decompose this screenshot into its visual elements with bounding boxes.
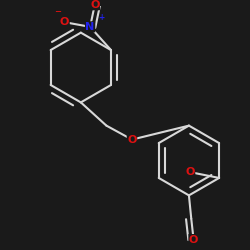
Text: O: O — [90, 0, 100, 10]
Text: O: O — [189, 234, 198, 244]
Text: O: O — [186, 167, 195, 177]
Text: O: O — [60, 17, 69, 27]
Text: +: + — [98, 13, 104, 22]
Text: −: − — [54, 7, 61, 16]
Text: O: O — [127, 134, 137, 144]
Text: N: N — [86, 22, 95, 32]
